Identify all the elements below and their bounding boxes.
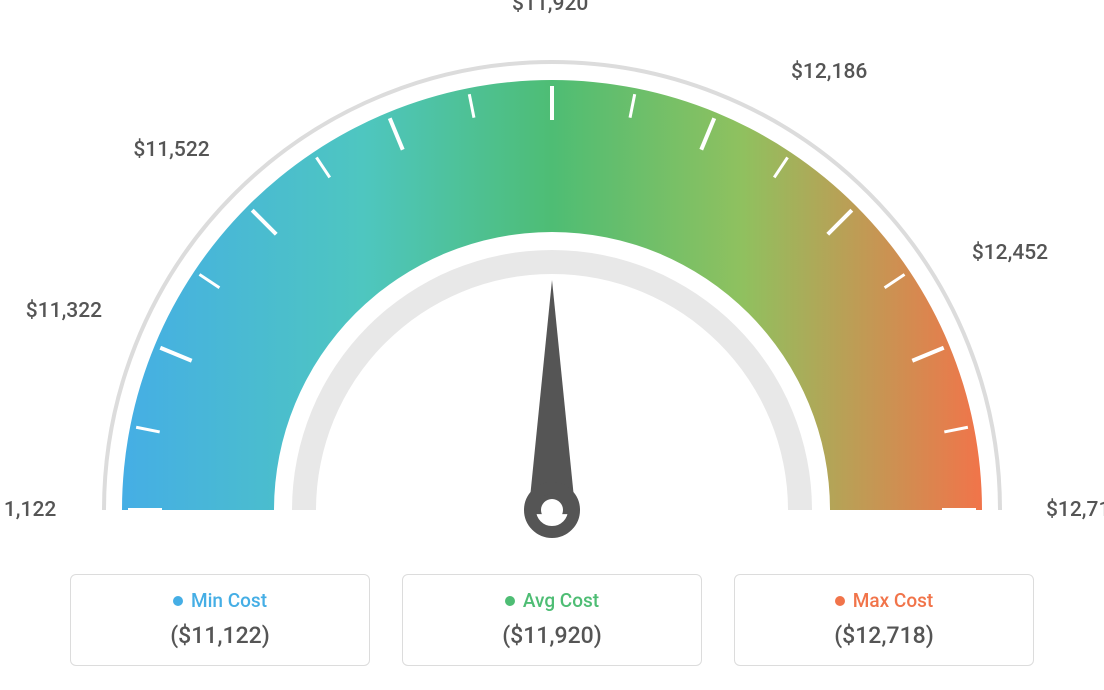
legend-label-min: Min Cost — [191, 589, 267, 612]
legend-row: Min Cost ($11,122) Avg Cost ($11,920) Ma… — [0, 574, 1104, 666]
legend-value-max: ($12,718) — [834, 622, 934, 649]
scale-label: $12,186 — [791, 60, 867, 84]
dot-max — [835, 596, 845, 606]
legend-value-avg: ($11,920) — [502, 622, 602, 649]
legend-card-avg: Avg Cost ($11,920) — [402, 574, 702, 666]
legend-label-max: Max Cost — [853, 589, 933, 612]
scale-label: $12,452 — [972, 241, 1048, 265]
scale-label: $12,718 — [1046, 498, 1104, 522]
scale-label: $11,522 — [133, 138, 209, 162]
legend-card-min: Min Cost ($11,122) — [70, 574, 370, 666]
scale-label: $11,920 — [512, 0, 588, 16]
gauge-chart: $11,122 $11,322 $11,522 $11,920 $12,186 $12,4… — [0, 0, 1104, 560]
legend-label-avg: Avg Cost — [523, 589, 599, 612]
legend-card-max: Max Cost ($12,718) — [734, 574, 1034, 666]
scale-label: $11,122 — [0, 498, 56, 522]
scale-label: $11,322 — [26, 299, 102, 323]
dot-avg — [505, 596, 515, 606]
dot-min — [173, 596, 183, 606]
legend-value-min: ($11,122) — [170, 622, 270, 649]
